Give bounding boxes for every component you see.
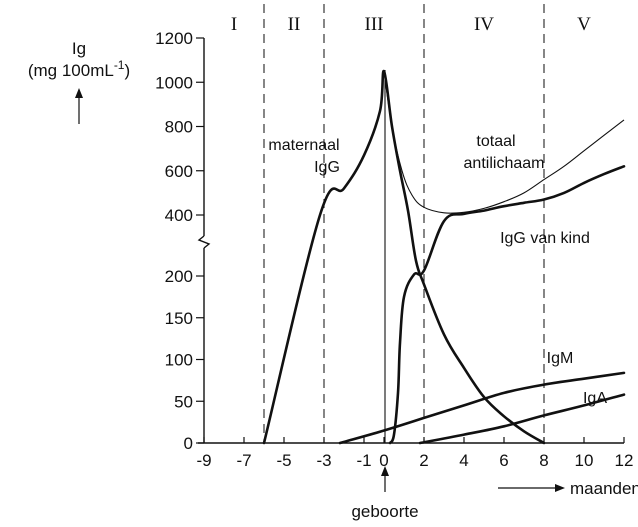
period-label: II <box>288 14 301 35</box>
y-tick-label: 1000 <box>155 73 193 92</box>
y-tick-label: 50 <box>174 392 193 411</box>
x-axis-ticks: -9 -7 -5 -3 -1 0 2 4 6 8 10 12 <box>196 437 633 470</box>
y-axis-label-unit: (mg 100mL-1) <box>28 58 130 80</box>
label-maternaal-igg-line2: IgG <box>314 159 340 176</box>
label-igm: IgM <box>547 350 574 367</box>
x-axis-label: maanden <box>570 479 638 498</box>
x-tick-label: 2 <box>419 451 428 470</box>
x-axis-arrow <box>498 484 565 492</box>
curve-igm <box>338 371 626 445</box>
x-tick-label: 12 <box>615 451 634 470</box>
x-tick-label: 10 <box>575 451 594 470</box>
period-dividers <box>263 4 545 443</box>
y-tick-label: 200 <box>165 267 193 286</box>
x-tick-label: 0 <box>379 451 388 470</box>
y-tick-label: 100 <box>165 351 193 370</box>
curve-igg-van-kind <box>388 165 626 445</box>
y-axis-label-main: Ig <box>72 39 86 58</box>
y-axis-break <box>197 235 211 249</box>
label-maternaal-igg-line1: maternaal <box>268 137 339 154</box>
x-tick-label: -3 <box>316 451 331 470</box>
y-tick-label: 150 <box>165 309 193 328</box>
x-tick-label: -7 <box>236 451 251 470</box>
series-curves <box>262 69 626 445</box>
period-label: V <box>577 14 591 35</box>
y-tick-label: 400 <box>165 206 193 225</box>
label-totaal-line2: antilichaam <box>464 155 545 172</box>
label-igg-van-kind: IgG van kind <box>500 230 590 247</box>
y-axis <box>197 38 211 443</box>
y-tick-label: 600 <box>165 162 193 181</box>
birth-arrow <box>381 466 389 492</box>
curve-totaal-antilichaam <box>383 71 625 214</box>
y-axis-arrow <box>75 88 83 124</box>
birth-label: geboorte <box>351 502 418 521</box>
y-tick-label: 1200 <box>155 29 193 48</box>
label-iga: IgA <box>583 390 607 407</box>
period-labels: I II III IV V <box>231 14 591 35</box>
y-tick-label: 0 <box>184 434 193 453</box>
x-tick-label: -5 <box>276 451 291 470</box>
y-tick-label: 800 <box>165 118 193 137</box>
x-tick-label: 6 <box>499 451 508 470</box>
x-tick-label: -1 <box>356 451 371 470</box>
x-tick-label: 4 <box>459 451 468 470</box>
x-tick-label: 8 <box>539 451 548 470</box>
period-label: III <box>365 14 384 35</box>
x-tick-label: -9 <box>196 451 211 470</box>
y-axis-ticks: 0 50 100 150 200 400 600 800 1000 1200 <box>155 29 204 453</box>
period-label: I <box>231 14 237 35</box>
curve-maternaal-igg <box>262 69 546 445</box>
curve-iga <box>418 393 626 445</box>
label-totaal-line1: totaal <box>476 133 515 150</box>
period-label: IV <box>474 14 494 35</box>
